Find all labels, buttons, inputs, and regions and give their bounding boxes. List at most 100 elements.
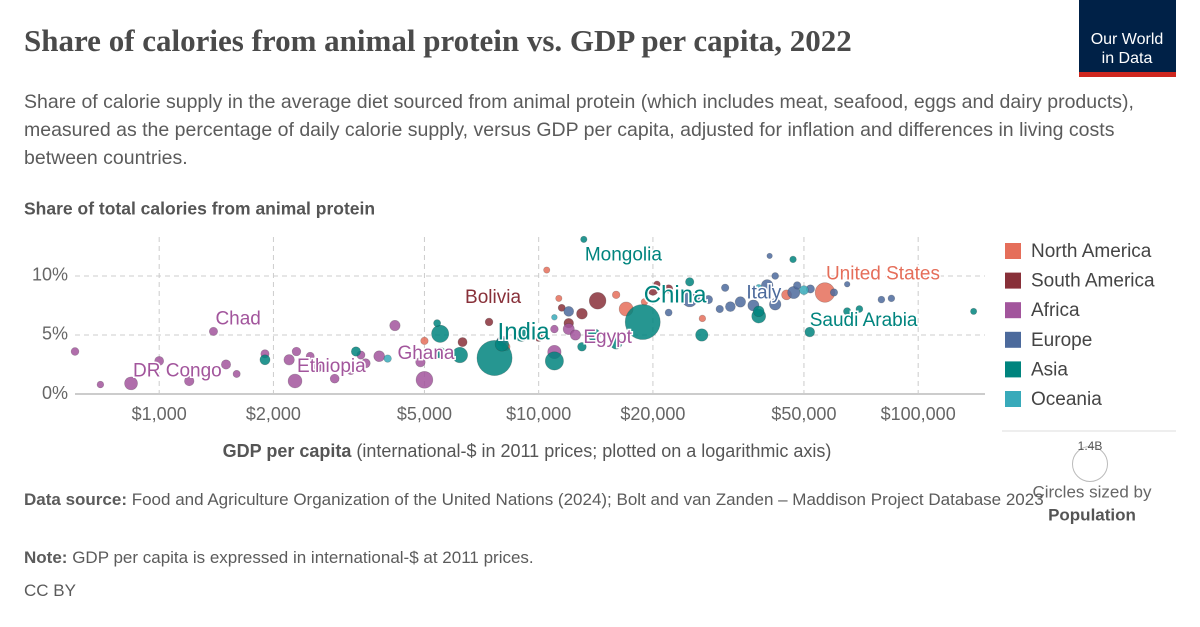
point bbox=[383, 354, 392, 363]
point-label: Ghana bbox=[397, 343, 454, 364]
point bbox=[96, 380, 105, 389]
point bbox=[761, 279, 774, 292]
point bbox=[766, 252, 773, 259]
x-axis-label: GDP per capita (international-$ in 2011 … bbox=[223, 441, 832, 461]
point bbox=[259, 354, 271, 366]
x-tick-label: $100,000 bbox=[881, 404, 956, 424]
point bbox=[569, 329, 581, 341]
chart-title: Share of calories from animal protein vs… bbox=[24, 23, 852, 58]
point bbox=[232, 369, 241, 378]
plot: 0% 5% 10% $1,000 $2,000 $5,000 $10,000 $20,000 $… bbox=[32, 235, 985, 424]
point bbox=[346, 365, 356, 375]
point bbox=[329, 373, 340, 384]
point bbox=[283, 354, 295, 366]
point bbox=[208, 326, 218, 336]
x-tick-label: $20,000 bbox=[620, 404, 685, 424]
point bbox=[350, 346, 361, 357]
point bbox=[124, 376, 138, 391]
logo-bar bbox=[1079, 72, 1176, 77]
point bbox=[544, 351, 564, 371]
point bbox=[844, 281, 851, 288]
point bbox=[970, 307, 978, 315]
point bbox=[360, 358, 371, 369]
point-label: Ethiopia bbox=[297, 356, 366, 377]
point bbox=[415, 371, 434, 389]
point bbox=[420, 336, 429, 345]
x-tick-label: $2,000 bbox=[246, 404, 301, 424]
point bbox=[580, 235, 588, 243]
point bbox=[609, 337, 623, 350]
point bbox=[514, 328, 529, 342]
point-label: China bbox=[644, 281, 707, 308]
point bbox=[769, 298, 782, 311]
point-label: Saudi Arabia bbox=[810, 310, 918, 331]
point bbox=[829, 288, 838, 297]
legend-label: South America bbox=[1031, 271, 1155, 292]
point bbox=[221, 359, 232, 370]
point bbox=[692, 293, 701, 302]
x-tick-label: $1,000 bbox=[132, 404, 187, 424]
point bbox=[755, 284, 763, 292]
point bbox=[310, 360, 323, 373]
point-label: United States bbox=[826, 263, 940, 284]
point-label: Bolivia bbox=[465, 287, 521, 308]
point bbox=[184, 375, 195, 387]
point bbox=[725, 301, 736, 312]
logo-text: Our World bbox=[1091, 31, 1164, 48]
point bbox=[664, 284, 674, 294]
point bbox=[389, 319, 401, 332]
point-label: Italy bbox=[746, 282, 781, 303]
y-tick-label: 5% bbox=[42, 324, 68, 344]
legend-label: Africa bbox=[1031, 300, 1080, 321]
point bbox=[70, 347, 80, 356]
size-caption: Circles sized by bbox=[1032, 482, 1152, 501]
legend-swatch bbox=[1005, 331, 1021, 348]
source: Data source: Food and Agriculture Organi… bbox=[24, 489, 1134, 511]
point bbox=[734, 296, 746, 308]
legend-label: North America bbox=[1031, 241, 1152, 262]
point bbox=[793, 281, 802, 290]
point bbox=[721, 283, 730, 292]
point bbox=[433, 319, 441, 328]
point bbox=[653, 280, 661, 288]
x-tick-label: $5,000 bbox=[397, 404, 452, 424]
point bbox=[843, 307, 852, 316]
legend-swatch bbox=[1005, 272, 1021, 289]
legend-swatch bbox=[1005, 361, 1021, 378]
x-axis-label-main: GDP per capita bbox=[223, 441, 353, 461]
point bbox=[771, 272, 779, 280]
point bbox=[543, 266, 551, 274]
point bbox=[695, 328, 709, 342]
note: Note: GDP per capita is expressed in int… bbox=[24, 547, 1134, 569]
point bbox=[550, 324, 559, 334]
point bbox=[647, 284, 659, 296]
legend-label: Asia bbox=[1031, 359, 1068, 380]
note-label: Note: bbox=[24, 548, 68, 567]
legend-swatch bbox=[1005, 391, 1021, 407]
x-axis-label-note: (international-$ in 2011 prices; plotted… bbox=[356, 441, 831, 461]
point bbox=[431, 324, 450, 343]
source-text: Food and Agriculture Organization of the… bbox=[131, 490, 1044, 509]
point bbox=[577, 342, 587, 352]
point bbox=[664, 308, 673, 317]
point bbox=[588, 292, 607, 310]
point bbox=[291, 346, 302, 357]
legend-label: Europe bbox=[1031, 330, 1092, 351]
point bbox=[563, 306, 575, 317]
size-variable: Population bbox=[1048, 505, 1136, 524]
point bbox=[494, 337, 510, 352]
point bbox=[587, 328, 601, 342]
logo-text: in Data bbox=[1102, 50, 1153, 67]
x-tick-label: $50,000 bbox=[771, 404, 836, 424]
license: CC BY bbox=[24, 581, 76, 600]
point bbox=[415, 357, 426, 368]
point bbox=[373, 350, 385, 362]
y-tick-label: 0% bbox=[42, 383, 68, 403]
point bbox=[804, 326, 815, 338]
point bbox=[555, 294, 563, 302]
point bbox=[457, 337, 468, 347]
y-axis-label: Share of total calories from animal prot… bbox=[24, 199, 375, 219]
point bbox=[451, 347, 468, 364]
